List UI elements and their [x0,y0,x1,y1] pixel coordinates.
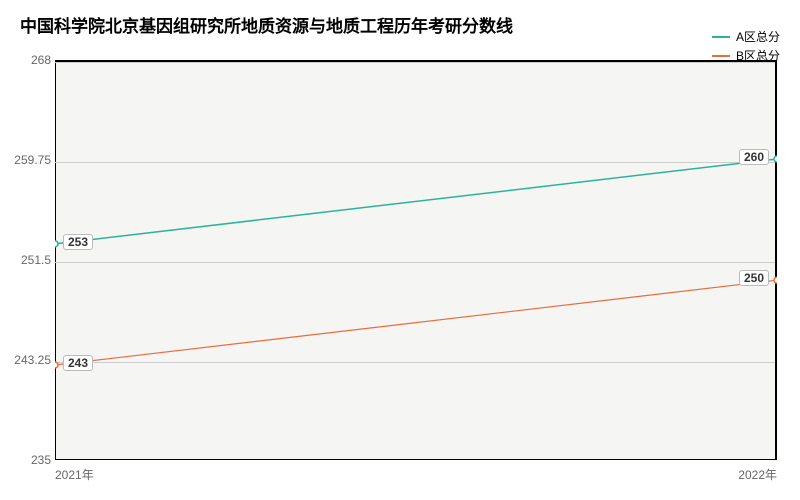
legend-item-a: A区总分 [712,28,780,45]
data-point [55,362,58,368]
legend-swatch-a [712,36,730,38]
x-tick-label: 2021年 [55,466,94,483]
chart-title: 中国科学院北京基因组研究所地质资源与地质工程历年考研分数线 [20,12,513,37]
line-layer [55,62,777,462]
x-tick-label: 2022年 [738,466,777,483]
data-label: 260 [739,149,769,165]
data-label: 243 [63,355,93,371]
y-tick-label: 251.5 [4,253,51,267]
data-point [55,241,58,247]
data-label: 250 [739,270,769,286]
plot-area [55,60,777,460]
legend-label-a: A区总分 [736,28,780,45]
y-tick-label: 268 [4,53,51,67]
y-tick-label: 259.75 [4,153,51,167]
y-tick-label: 235 [4,453,51,467]
series-line [55,280,777,365]
y-tick-label: 243.25 [4,353,51,367]
data-point [774,156,777,162]
series-line [55,159,777,244]
chart-container: 中国科学院北京基因组研究所地质资源与地质工程历年考研分数线 A区总分 B区总分 … [0,0,800,500]
legend-swatch-b [712,55,730,57]
data-point [774,277,777,283]
data-label: 253 [63,234,93,250]
